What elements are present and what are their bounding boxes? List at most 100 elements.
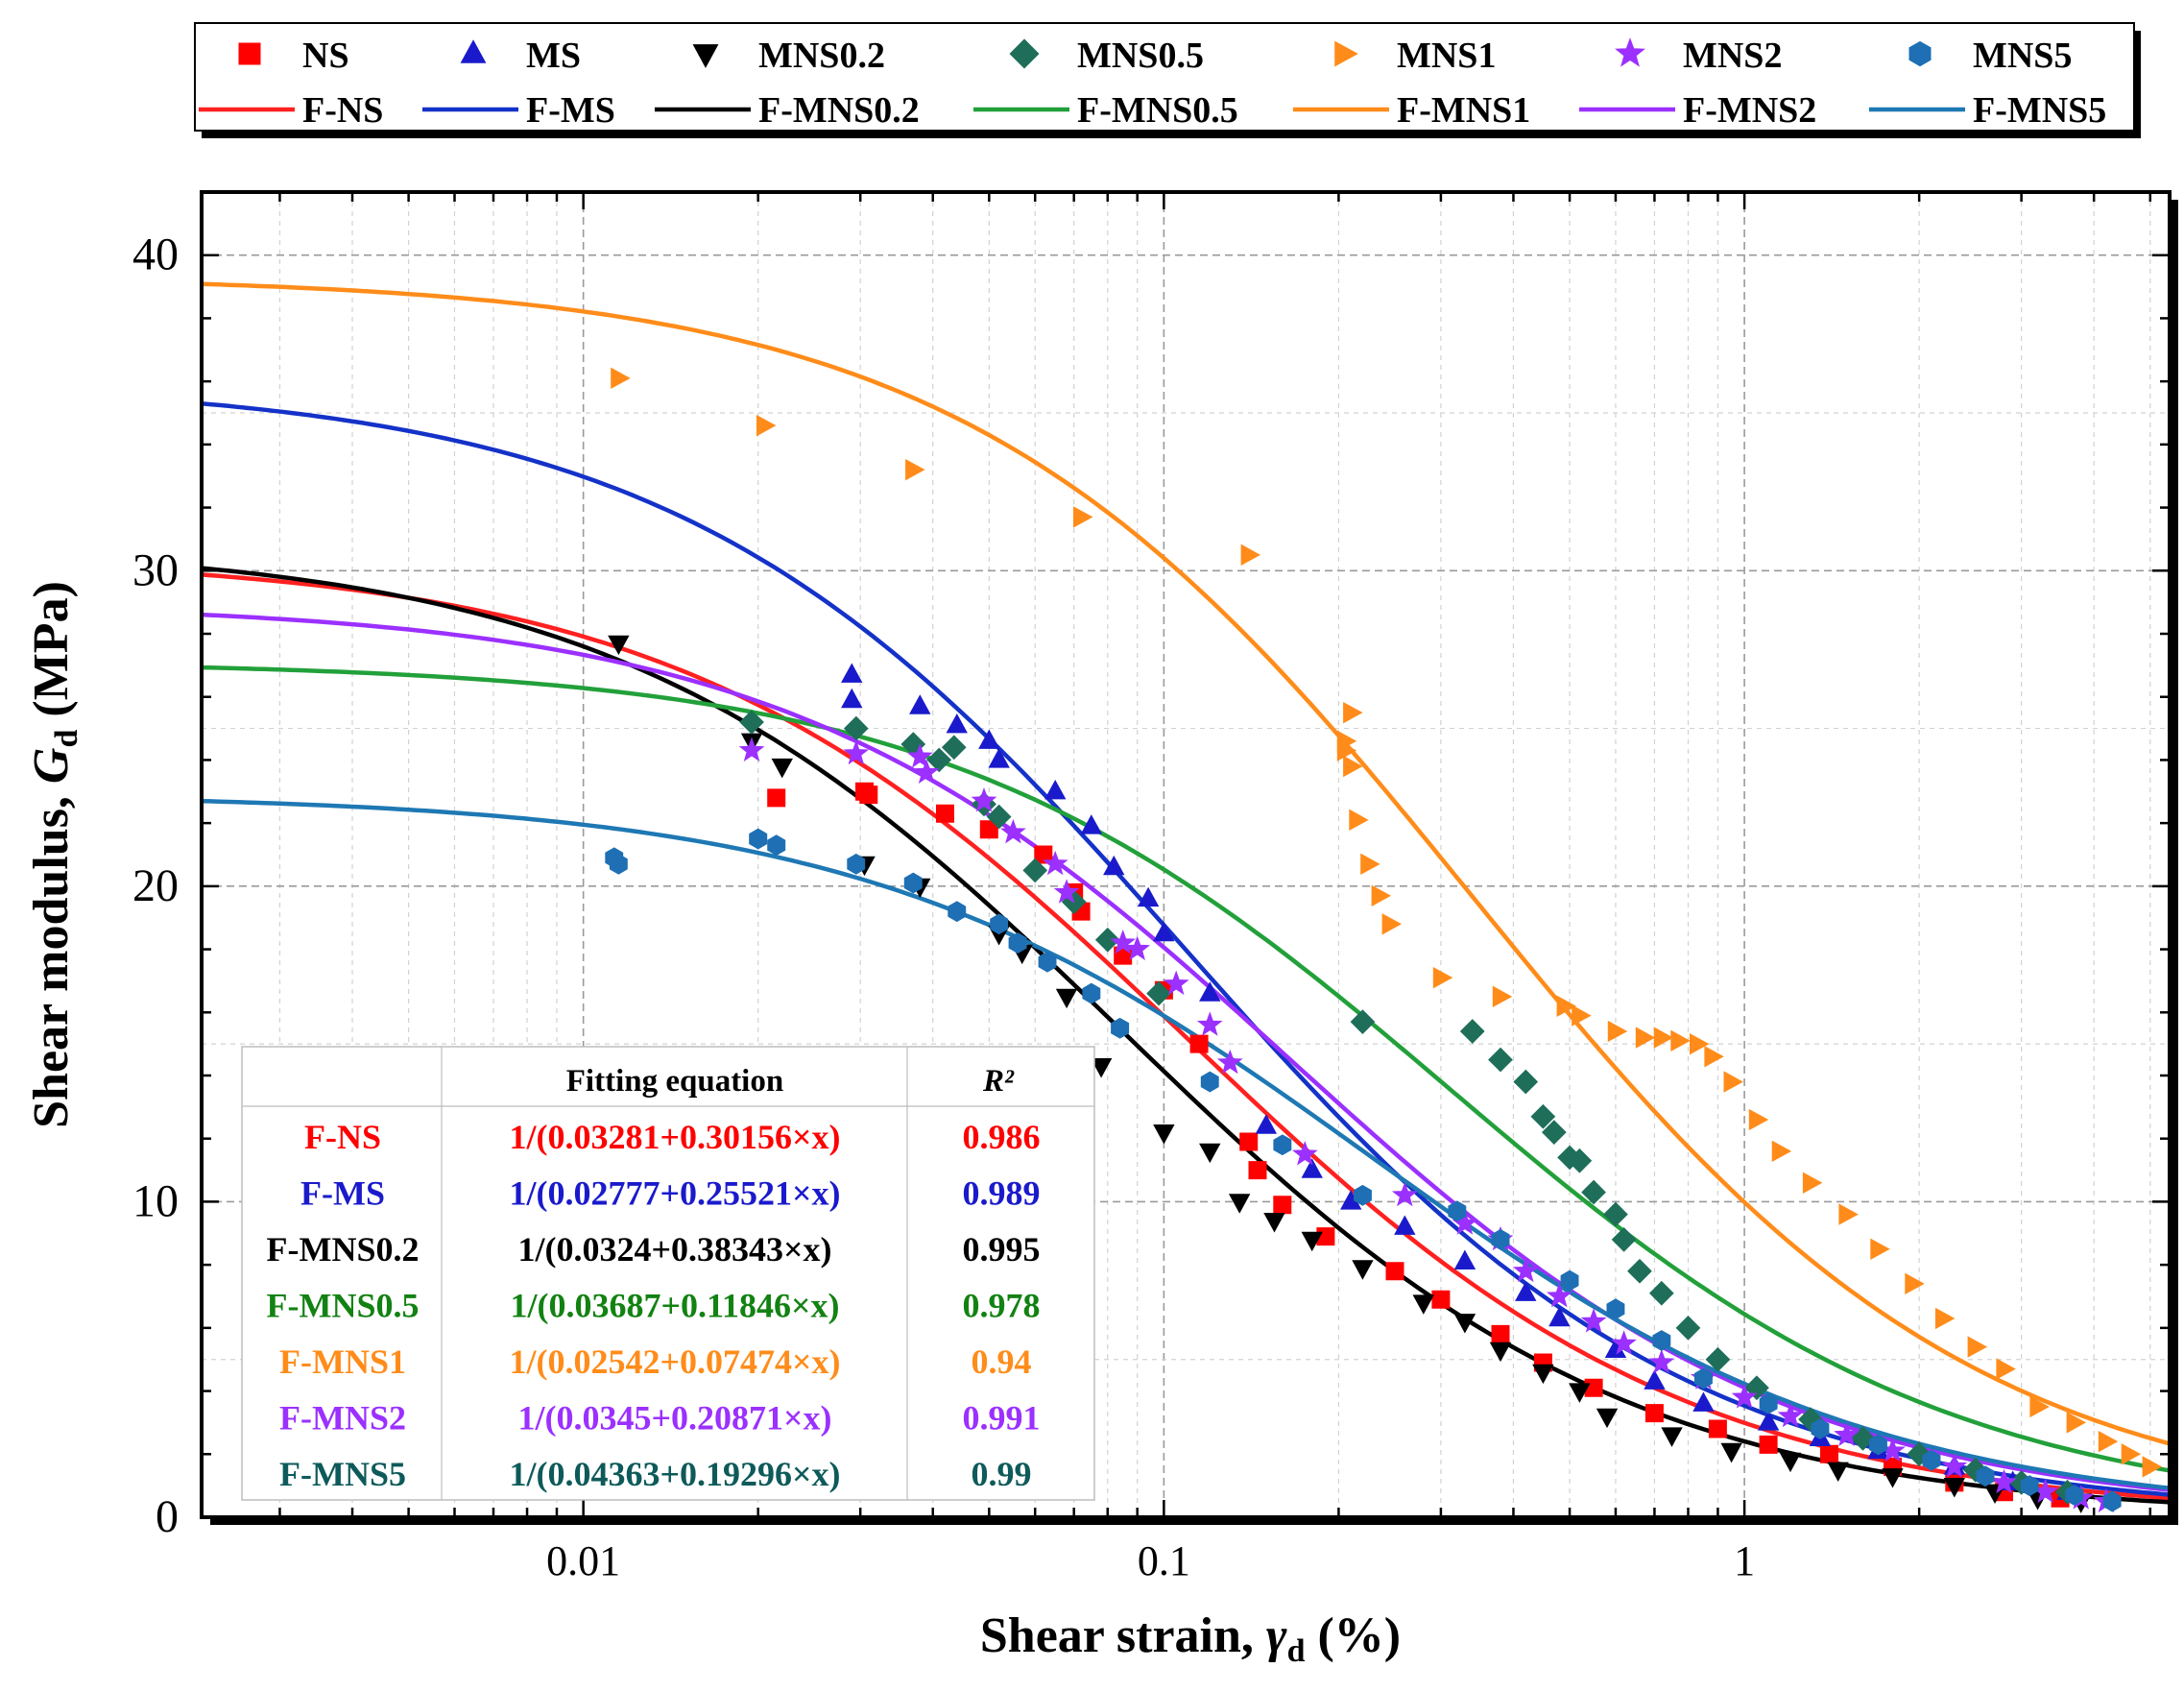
data-point-mns1 (1704, 1046, 1724, 1068)
data-point-mns2 (1391, 1181, 1418, 1207)
data-point-mns0.2 (1055, 988, 1078, 1009)
table-cell-r2: 0.995 (963, 1230, 1041, 1269)
data-point-mns0.2 (771, 758, 793, 779)
data-point-mns5 (767, 834, 786, 857)
data-point-ns (1708, 1419, 1727, 1438)
data-point-mns1 (1360, 853, 1380, 876)
data-point-mns5 (1200, 1071, 1219, 1093)
data-point-mns2 (913, 759, 940, 784)
data-point-mns1 (905, 458, 925, 481)
table-cell-name: F-MS (300, 1174, 385, 1213)
data-point-ms (1548, 1306, 1571, 1327)
data-point-mns0.5 (1705, 1346, 1731, 1372)
data-point-mns0.5 (1675, 1315, 1701, 1341)
legend: NS F-NS MS F-MS MNS0.2 F-MNS0.2 MNS0.5 F-MNS0.5… (194, 22, 2141, 138)
plot-frame (200, 190, 2172, 1519)
data-point-mns0.5 (1094, 927, 1120, 953)
data-point-mns0.5 (739, 710, 764, 735)
table-cell-name: F-MNS0.2 (267, 1230, 420, 1269)
data-point-mns1 (1492, 985, 1513, 1008)
legend-label-f-mns0.5: F-MNS0.5 (1077, 90, 1238, 131)
data-point-mns5 (1606, 1298, 1625, 1320)
data-point-mns0.2 (608, 635, 630, 656)
data-point-mns2 (1611, 1330, 1637, 1355)
data-point-mns1 (1905, 1272, 1925, 1295)
table-cell-equation: 1/(0.03687+0.11846×x) (510, 1287, 839, 1325)
data-point-mns0.2 (1412, 1294, 1434, 1315)
table-cell-equation: 1/(0.03281+0.30156×x) (509, 1118, 840, 1156)
fit-table: Fitting equation R² F-NS 1/(0.03281+0.301… (241, 1046, 1095, 1501)
data-point-mns1 (1935, 1307, 1956, 1330)
data-point-mns0.5 (1541, 1120, 1567, 1146)
data-point-mns1 (2066, 1412, 2087, 1434)
x-tick-label: 0.01 (546, 1537, 620, 1584)
data-point-ms (909, 694, 931, 714)
y-tick-label: 10 (132, 1175, 179, 1226)
legend-label-ms: MS (526, 36, 581, 76)
data-point-mns5 (1008, 932, 1027, 954)
data-point-ms (1453, 1249, 1476, 1269)
data-point-mns0.5 (1627, 1258, 1652, 1284)
legend-label-mns1: MNS1 (1397, 36, 1496, 76)
fit-curve-f-mns0.5 (202, 665, 2170, 1473)
table-cell-equation: 1/(0.0345+0.20871×x) (517, 1399, 831, 1438)
data-point-ns (1273, 1196, 1292, 1215)
legend-marker-mns1 (1334, 40, 1358, 67)
data-point-mns1 (1996, 1358, 2016, 1380)
data-point-ns (1431, 1290, 1451, 1309)
data-point-mns0.2 (1827, 1462, 1849, 1483)
table-header-r2: R² (982, 1064, 1015, 1099)
data-point-mns1 (1838, 1203, 1859, 1225)
data-point-mns2 (1216, 1049, 1243, 1075)
data-point-mns1 (2142, 1456, 2163, 1478)
table-cell-r2: 0.99 (972, 1455, 1032, 1493)
data-point-ms (1301, 1158, 1323, 1178)
data-point-mns0.5 (1567, 1148, 1593, 1173)
data-point-mns1 (2121, 1443, 2142, 1465)
table-cell-name: F-MNS2 (279, 1399, 406, 1438)
data-point-mns0.5 (843, 715, 869, 741)
data-point-ns (1491, 1324, 1510, 1343)
data-point-mns0.5 (1648, 1280, 1674, 1306)
data-point-mns5 (1038, 951, 1057, 973)
table-cell-r2: 0.978 (963, 1287, 1041, 1325)
data-point-mns2 (971, 787, 997, 812)
data-point-mns0.2 (1720, 1442, 1742, 1463)
data-point-mns0.5 (1146, 980, 1171, 1006)
table-cell-r2: 0.94 (972, 1342, 1032, 1381)
table-rows: F-NS 1/(0.03281+0.30156×x) 0.986 F-MS 1/(0.0… (267, 1118, 1041, 1493)
data-point-ms (978, 729, 1000, 749)
data-point-ms (1080, 814, 1103, 834)
table-cell-equation: 1/(0.04363+0.19296×x) (509, 1455, 840, 1493)
data-point-mns2 (1053, 879, 1080, 904)
data-point-mns1 (1556, 995, 1577, 1017)
data-point-mns0.2 (1199, 1143, 1221, 1164)
data-point-mns0.2 (1489, 1342, 1512, 1363)
data-point-mns1 (1572, 1004, 1592, 1027)
data-point-mns0.2 (1779, 1452, 1802, 1473)
x-axis-title-main: Shear strain, (980, 1608, 1266, 1663)
data-point-mns5 (1082, 982, 1101, 1004)
data-point-mns1 (1336, 739, 1357, 761)
data-point-ns (859, 786, 878, 805)
table-cell-name: F-MNS0.5 (267, 1287, 420, 1325)
data-point-mns5 (1354, 1184, 1372, 1206)
legend-label-f-ms: F-MS (526, 90, 615, 131)
data-point-mns5 (2102, 1490, 2122, 1512)
legend-label-f-mns1: F-MNS1 (1397, 90, 1530, 131)
y-tick-label: 20 (132, 860, 179, 911)
data-point-mns2 (1124, 935, 1151, 960)
legend-label-f-mns0.2: F-MNS0.2 (758, 90, 920, 131)
data-point-mns2 (1834, 1421, 1860, 1446)
data-point-mns1 (1723, 1071, 1743, 1093)
data-point-mns0.5 (926, 747, 952, 773)
data-point-ms (841, 663, 863, 683)
data-point-mns0.2 (1153, 1124, 1175, 1145)
data-point-mns0.5 (1513, 1069, 1539, 1095)
data-point-mns2 (843, 739, 870, 765)
legend-label-ns: NS (302, 36, 349, 76)
data-point-mns0.5 (1798, 1407, 1823, 1433)
data-point-mns0.5 (986, 804, 1012, 830)
y-tick-label: 30 (132, 544, 179, 595)
table-cell-r2: 0.989 (963, 1174, 1041, 1213)
